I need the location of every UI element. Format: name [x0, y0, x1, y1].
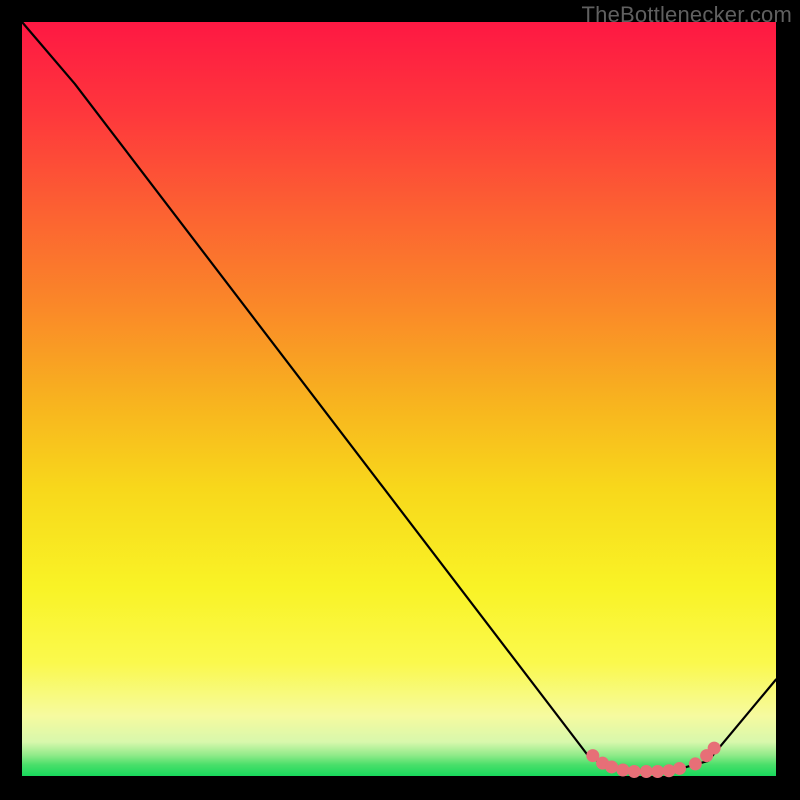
bottleneck-chart	[0, 0, 800, 800]
chart-container: TheBottlenecker.com	[0, 0, 800, 800]
marker-dot	[708, 742, 721, 755]
marker-dot	[689, 757, 702, 770]
marker-dot	[616, 763, 629, 776]
watermark-text: TheBottlenecker.com	[582, 2, 792, 28]
marker-dot	[605, 760, 618, 773]
marker-dot	[651, 765, 664, 778]
plot-background	[22, 22, 776, 776]
marker-dot	[640, 765, 653, 778]
marker-dot	[628, 765, 641, 778]
marker-dot	[673, 762, 686, 775]
